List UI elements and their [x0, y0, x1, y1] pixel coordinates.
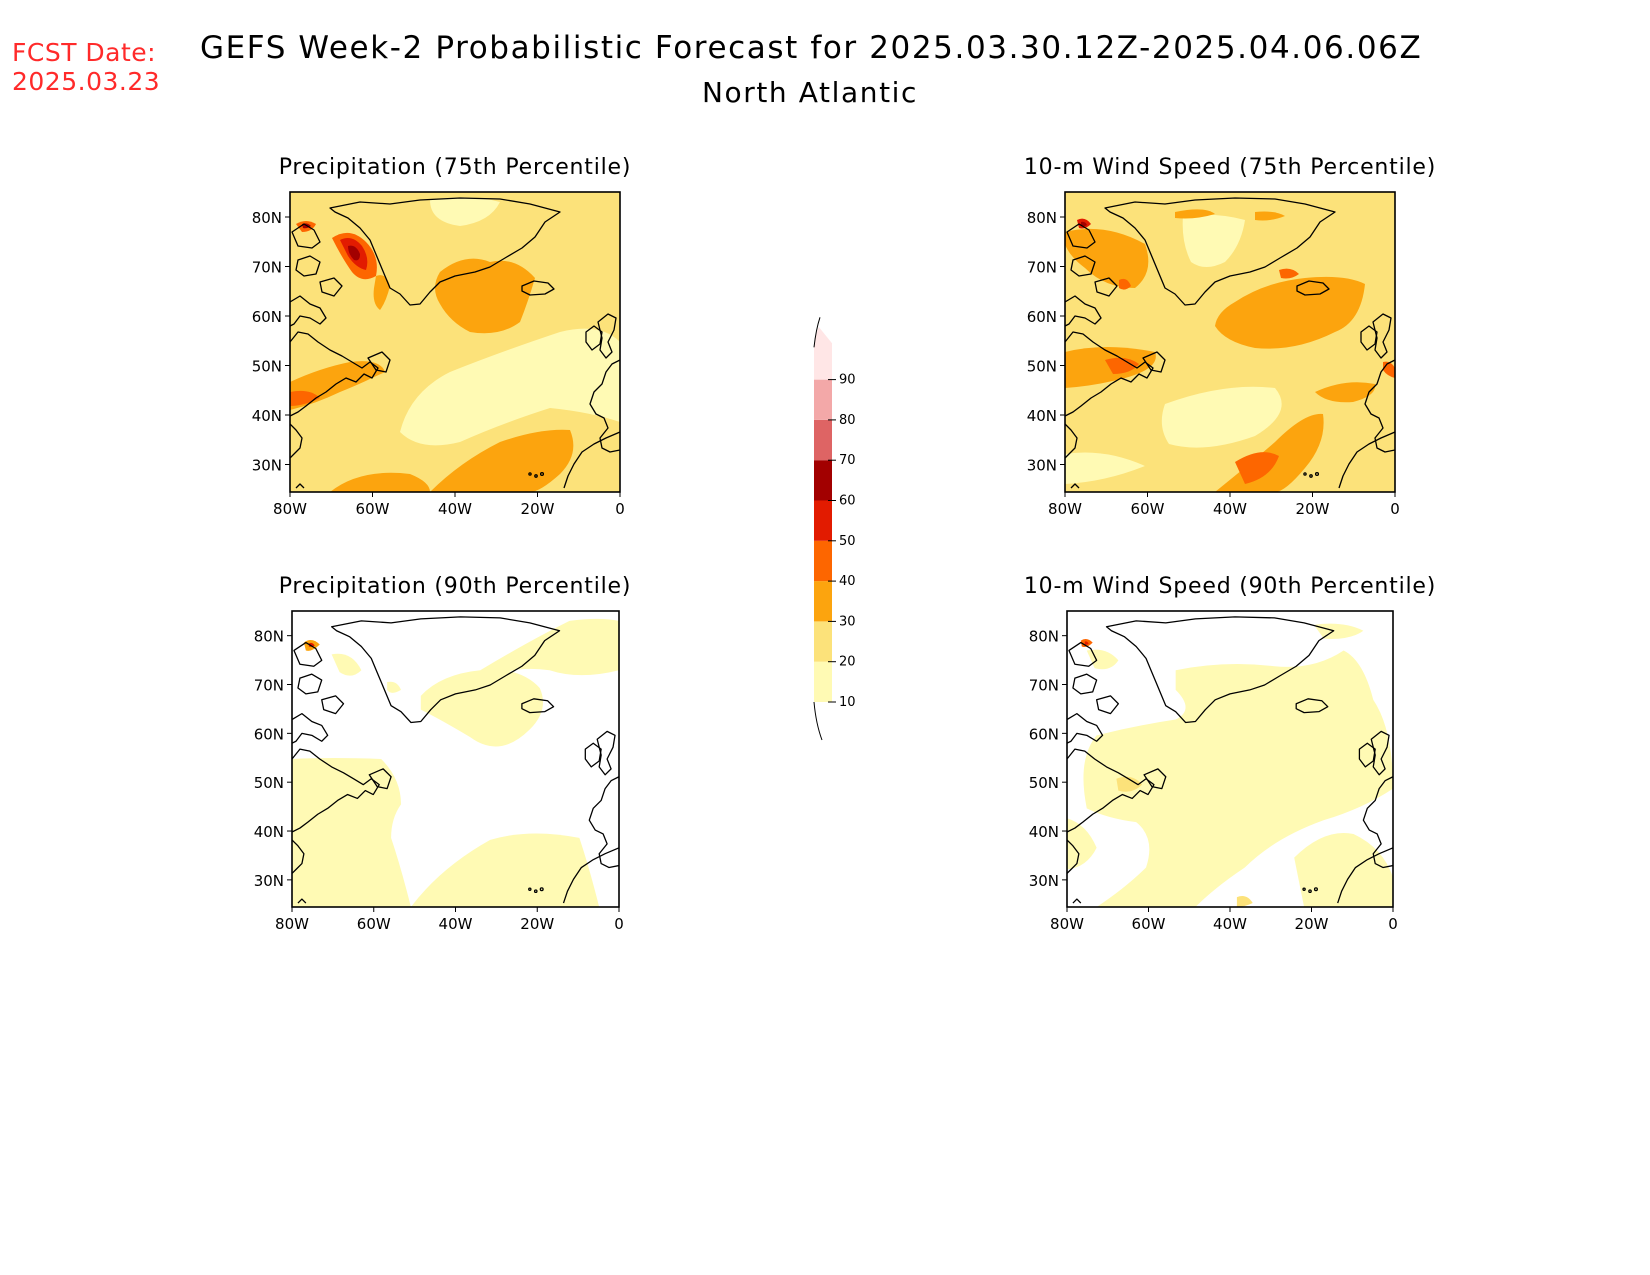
map-area [1064, 191, 1396, 493]
lon-tick-label: 80W [1048, 500, 1082, 518]
colorbar-swatch [814, 379, 832, 420]
map-area [291, 610, 620, 908]
colorbar: 10 20 30 40 50 60 70 80 90 [813, 317, 856, 741]
lat-tick-label: 80N [252, 209, 282, 227]
lon-tick-label: 80W [275, 915, 309, 933]
lat-tick-label: 30N [254, 872, 284, 890]
lat-tick-label: 80N [1029, 628, 1059, 646]
wind-75th-panel: 10-m Wind Speed (75th Percentile) 80N 70N 6… [1024, 155, 1436, 518]
lat-tick-label: 70N [1027, 259, 1057, 277]
lon-tick-label: 80W [273, 500, 307, 518]
colorbar-swatch [814, 540, 832, 582]
map-area [1066, 610, 1394, 908]
lat-tick-label: 50N [254, 774, 284, 792]
lat-tick-label: 30N [1027, 457, 1057, 475]
lat-tick-label: 50N [1027, 358, 1057, 376]
lat-tick-label: 80N [1027, 209, 1057, 227]
page-title: GEFS Week-2 Probabilistic Forecast for 2… [200, 30, 1423, 66]
lon-tick-label: 40W [439, 915, 473, 933]
colorbar-swatch [814, 661, 832, 702]
lon-tick-label: 20W [521, 500, 555, 518]
forecast-date-block: FCST Date: 2025.03.23 [12, 38, 160, 96]
map-area [289, 191, 621, 493]
lon-tick-label: 0 [1390, 500, 1400, 518]
lat-tick-label: 70N [1029, 677, 1059, 695]
lon-tick-label: 0 [615, 500, 625, 518]
lon-tick-label: 0 [614, 915, 624, 933]
colorbar-swatch [814, 581, 832, 622]
lon-tick-label: 20W [1296, 500, 1330, 518]
colorbar-swatch [814, 419, 832, 461]
precip-75th-panel: Precipitation (75th Percentile) 80N 70N 60N… [252, 155, 632, 518]
lon-tick-label: 80W [1050, 915, 1084, 933]
lat-tick-label: 60N [1027, 308, 1057, 326]
lon-tick-label: 20W [520, 915, 554, 933]
lon-tick-label: 20W [1295, 915, 1329, 933]
colorbar-level-label: 80 [839, 413, 856, 428]
colorbar-level-label: 90 [839, 373, 856, 388]
lon-tick-label: 0 [1388, 915, 1398, 933]
colorbar-level-label: 20 [839, 655, 856, 670]
panel-title: 10-m Wind Speed (90th Percentile) [1024, 574, 1436, 599]
colorbar-swatch [814, 460, 832, 501]
colorbar-level-label: 60 [839, 494, 856, 509]
lat-tick-label: 40N [254, 823, 284, 841]
lat-tick-label: 40N [252, 407, 282, 425]
lat-tick-label: 30N [252, 457, 282, 475]
lat-tick-label: 40N [1027, 407, 1057, 425]
forecast-date-label: FCST Date: [12, 38, 157, 67]
colorbar-level-label: 40 [839, 574, 856, 589]
forecast-date-value: 2025.03.23 [12, 67, 161, 96]
lat-tick-label: 40N [1029, 823, 1059, 841]
lon-tick-label: 60W [1132, 915, 1166, 933]
lat-tick-label: 30N [1029, 872, 1059, 890]
colorbar-level-label: 10 [839, 695, 856, 710]
region-subtitle: North Atlantic [701, 76, 919, 109]
lon-tick-label: 40W [1213, 500, 1247, 518]
colorbar-swatch [814, 327, 832, 380]
panel-title: Precipitation (90th Percentile) [279, 574, 632, 599]
lat-tick-label: 50N [1029, 774, 1059, 792]
colorbar-swatch [814, 500, 832, 541]
colorbar-swatch [814, 621, 832, 662]
lat-tick-label: 70N [252, 259, 282, 277]
lon-tick-label: 60W [1131, 500, 1165, 518]
lat-tick-label: 80N [254, 628, 284, 646]
lon-tick-label: 40W [1213, 915, 1247, 933]
colorbar-level-label: 50 [839, 534, 856, 549]
colorbar-level-label: 30 [839, 614, 856, 629]
lat-tick-label: 60N [254, 725, 284, 743]
lat-tick-label: 60N [1029, 725, 1059, 743]
colorbar-level-label: 70 [839, 453, 856, 468]
lon-tick-label: 60W [356, 500, 390, 518]
lon-tick-label: 40W [438, 500, 472, 518]
lat-tick-label: 60N [252, 308, 282, 326]
panels-root: Precipitation (75th Percentile) 80N 70N 60N… [252, 155, 1436, 933]
lat-tick-label: 50N [252, 358, 282, 376]
precip-90th-panel: Precipitation (90th Percentile) 80N 70N 60N… [254, 574, 632, 933]
wind-90th-panel: 10-m Wind Speed (90th Percentile) 80N 70N 6… [1024, 574, 1436, 933]
panel-title: 10-m Wind Speed (75th Percentile) [1024, 155, 1436, 180]
lon-tick-label: 60W [357, 915, 391, 933]
lat-tick-label: 70N [254, 677, 284, 695]
panel-title: Precipitation (75th Percentile) [279, 155, 632, 180]
